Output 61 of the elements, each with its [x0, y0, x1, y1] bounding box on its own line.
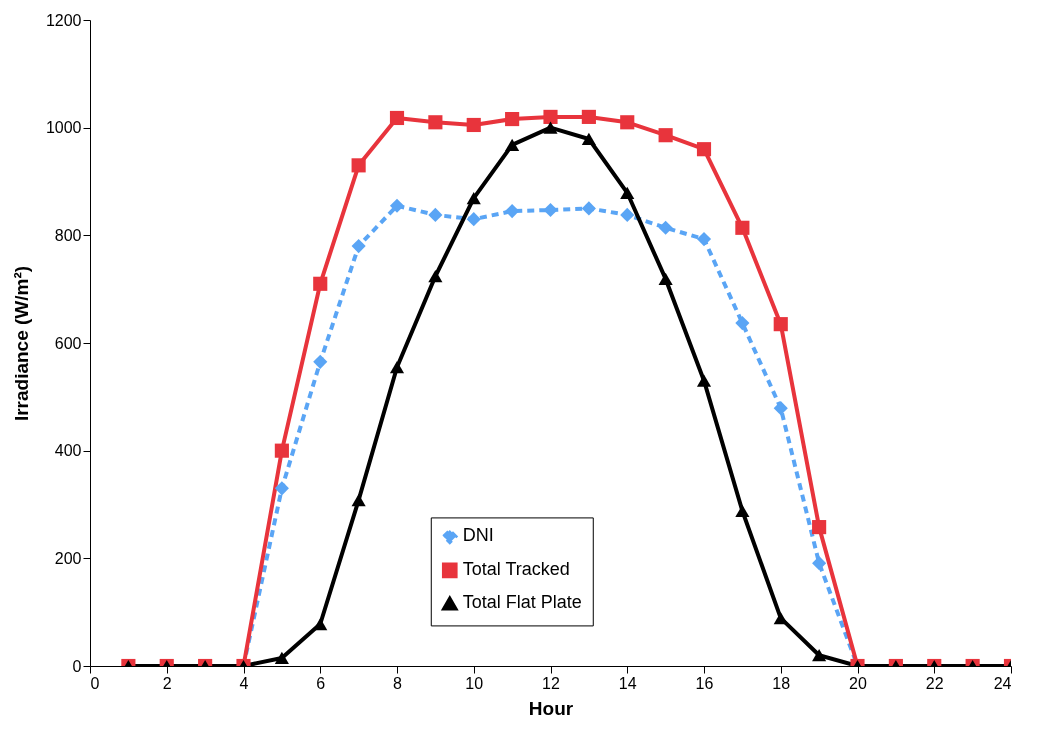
point	[773, 317, 788, 332]
point	[428, 270, 443, 283]
legend-label: DNI	[462, 525, 494, 546]
point	[466, 212, 481, 227]
point	[428, 207, 443, 222]
y-tick-label: 800	[54, 226, 82, 244]
x-tick-label: 14	[618, 674, 637, 692]
point	[658, 272, 673, 286]
point	[543, 109, 558, 124]
point	[274, 443, 289, 458]
point	[773, 401, 788, 416]
point	[505, 111, 520, 127]
point	[735, 220, 750, 235]
point	[313, 354, 328, 369]
point	[466, 192, 481, 205]
point	[735, 316, 750, 331]
point	[581, 201, 596, 216]
point	[581, 109, 596, 124]
point	[543, 121, 558, 134]
point	[313, 276, 328, 291]
y-tick-label: 0	[72, 657, 82, 675]
legend-label: Total Tracked	[462, 559, 570, 580]
point	[466, 117, 481, 133]
point	[505, 138, 520, 152]
x-tick-label: 0	[90, 674, 100, 692]
point	[351, 158, 366, 173]
point	[620, 115, 635, 130]
point	[543, 202, 558, 218]
point	[389, 361, 405, 374]
x-axis-title: Hour	[528, 697, 574, 719]
x-tick-label: 16	[695, 674, 714, 692]
x-tick-label: 24	[993, 674, 1012, 692]
point	[428, 115, 443, 130]
x-tick-label: 8	[393, 674, 403, 692]
x-tick-label: 2	[162, 674, 172, 692]
x-tick-label: 22	[925, 674, 944, 692]
point	[620, 186, 635, 199]
y-tick-label: 1200	[45, 11, 82, 29]
point	[696, 374, 712, 387]
point	[389, 110, 405, 126]
point	[696, 232, 712, 247]
point	[696, 142, 712, 157]
y-tick-label: 400	[54, 442, 82, 460]
x-tick-label: 18	[772, 674, 791, 692]
x-tick-label: 10	[465, 674, 484, 692]
legend-label: Total Flat Plate	[462, 592, 582, 613]
point	[581, 132, 596, 146]
point	[658, 220, 673, 235]
point	[620, 207, 635, 222]
point	[389, 198, 405, 213]
point	[505, 204, 520, 219]
x-tick-label: 20	[849, 674, 867, 692]
x-tick-label: 12	[542, 674, 560, 692]
point	[351, 239, 366, 254]
y-tick-label: 200	[54, 549, 82, 567]
x-tick-label: 4	[239, 674, 249, 692]
y-axis-title: Irradiance (W/m²)	[10, 265, 32, 422]
y-tick-label: 1000	[45, 119, 82, 137]
point	[658, 128, 673, 143]
y-tick-label: 600	[54, 334, 82, 352]
x-tick-label: 6	[316, 674, 326, 692]
